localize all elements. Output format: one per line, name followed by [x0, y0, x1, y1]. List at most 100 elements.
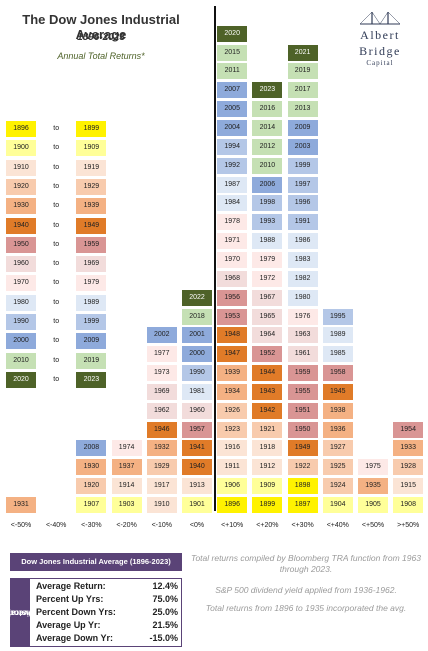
history-value: 12.4% [152, 581, 178, 591]
year-cell: 2013 [287, 101, 318, 118]
year-cell: 1958 [322, 365, 353, 382]
year-cell: 1906 [217, 478, 248, 495]
year-cell: 2001 [182, 327, 212, 344]
legend-to: 1979 [76, 275, 107, 292]
year-cell: 1974 [111, 440, 142, 457]
legend-from: 1900 [6, 140, 36, 157]
legend-from: 1970 [6, 275, 36, 292]
year-cell: 1967 [252, 289, 283, 306]
chart-title: The Dow Jones Industrial Average [22, 12, 180, 42]
year-cell: 1990 [182, 365, 212, 382]
history-side-label-2: History [5, 608, 35, 618]
year-cell: 1936 [322, 421, 353, 438]
year-cell: 1899 [252, 497, 283, 513]
year-cell: 1923 [217, 421, 248, 438]
year-cell: 2023 [252, 82, 283, 99]
year-cell: 1992 [217, 157, 248, 174]
year-cell: 1955 [287, 383, 318, 400]
legend-to: 1919 [76, 159, 107, 176]
year-cell: 1993 [252, 214, 283, 231]
year-cell: 1950 [287, 421, 318, 438]
year-cell: 1925 [322, 459, 353, 476]
year-cell: 1969 [146, 383, 177, 400]
year-cell: 2009 [287, 120, 318, 136]
legend-to-label: to [53, 163, 60, 171]
year-cell: 1957 [182, 421, 212, 438]
legend-to-label: to [53, 240, 60, 248]
year-cell: 2021 [287, 44, 318, 61]
year-cell: 1952 [252, 346, 283, 363]
year-cell: 1997 [287, 176, 318, 193]
year-cell: 1995 [322, 308, 353, 325]
footnote-1: Total returns compiled by Bloomberg TRA … [191, 553, 421, 574]
history-label: Percent Down Yrs: [36, 607, 116, 617]
year-cell: 1914 [111, 478, 142, 495]
year-cell: 1930 [76, 459, 107, 476]
year-cell: 1928 [393, 459, 424, 476]
year-cell: 1937 [111, 459, 142, 476]
year-cell: 1909 [252, 478, 283, 495]
year-cell: 1980 [287, 289, 318, 306]
year-cell: 1920 [76, 478, 107, 495]
legend-to: 1959 [76, 236, 107, 253]
year-cell: 1962 [146, 402, 177, 419]
year-cell: 1942 [252, 402, 283, 419]
year-cell: 2015 [217, 44, 248, 61]
year-cell: 1908 [393, 497, 424, 513]
year-cell: 1949 [287, 440, 318, 457]
year-cell: 1940 [182, 459, 212, 476]
year-cell: 1903 [111, 497, 142, 513]
x-tick-label: <-50% [10, 522, 32, 529]
legend-to-label: to [53, 202, 60, 210]
year-cell: 1917 [146, 478, 177, 495]
legend-to-label: to [53, 221, 60, 229]
year-cell: 1913 [182, 478, 212, 495]
year-cell: 2000 [182, 346, 212, 363]
year-cell: 2016 [252, 101, 283, 118]
history-row: Average Down Yr: -15.0% [36, 633, 178, 646]
legend-from: 2020 [6, 371, 36, 388]
year-cell: 1910 [146, 497, 177, 513]
year-cell: 1986 [287, 233, 318, 250]
year-cell: 1976 [287, 308, 318, 325]
legend-from: 1920 [6, 178, 36, 195]
history-value: 25.0% [152, 607, 178, 617]
legend-from: 1940 [6, 217, 36, 234]
x-tick-label: <-10% [151, 522, 173, 529]
year-cell: 2010 [252, 157, 283, 174]
year-cell: 1984 [217, 195, 248, 212]
legend-to-label: to [53, 260, 60, 268]
year-cell: 1951 [287, 402, 318, 419]
year-cell: 1945 [322, 383, 353, 400]
legend-to-label: to [53, 337, 60, 345]
x-tick-label: <+20% [256, 522, 279, 529]
year-cell: 1896 [217, 497, 248, 513]
year-cell: 1977 [146, 346, 177, 363]
year-cell: 1924 [322, 478, 353, 495]
year-cell: 1922 [287, 459, 318, 476]
year-cell: 1973 [146, 365, 177, 382]
year-cell: 1938 [322, 402, 353, 419]
year-cell: 1931 [6, 497, 36, 513]
year-cell: 1946 [146, 421, 177, 438]
year-cell: 1987 [217, 176, 248, 193]
year-cell: 1985 [322, 346, 353, 363]
x-tick-label: <-40% [45, 522, 67, 529]
history-label: Average Down Yr: [36, 633, 114, 643]
x-tick-label: <+10% [221, 522, 244, 529]
history-value: 75.0% [152, 594, 178, 604]
legend-to: 1999 [76, 314, 107, 330]
legend-to: 1899 [76, 121, 107, 137]
year-cell: 2022 [182, 289, 212, 306]
year-cell: 1934 [217, 383, 248, 400]
zero-line [214, 6, 216, 511]
year-cell: 1972 [252, 270, 283, 287]
legend-to-label: to [53, 279, 60, 287]
legend-to-label: to [53, 144, 60, 152]
logo-word-1: Albert [360, 28, 400, 42]
year-cell: 2011 [217, 63, 248, 80]
year-cell: 2018 [182, 308, 212, 325]
history-value: -15.0% [149, 633, 178, 643]
year-cell: 1926 [217, 402, 248, 419]
x-tick-label: <-20% [116, 522, 137, 529]
